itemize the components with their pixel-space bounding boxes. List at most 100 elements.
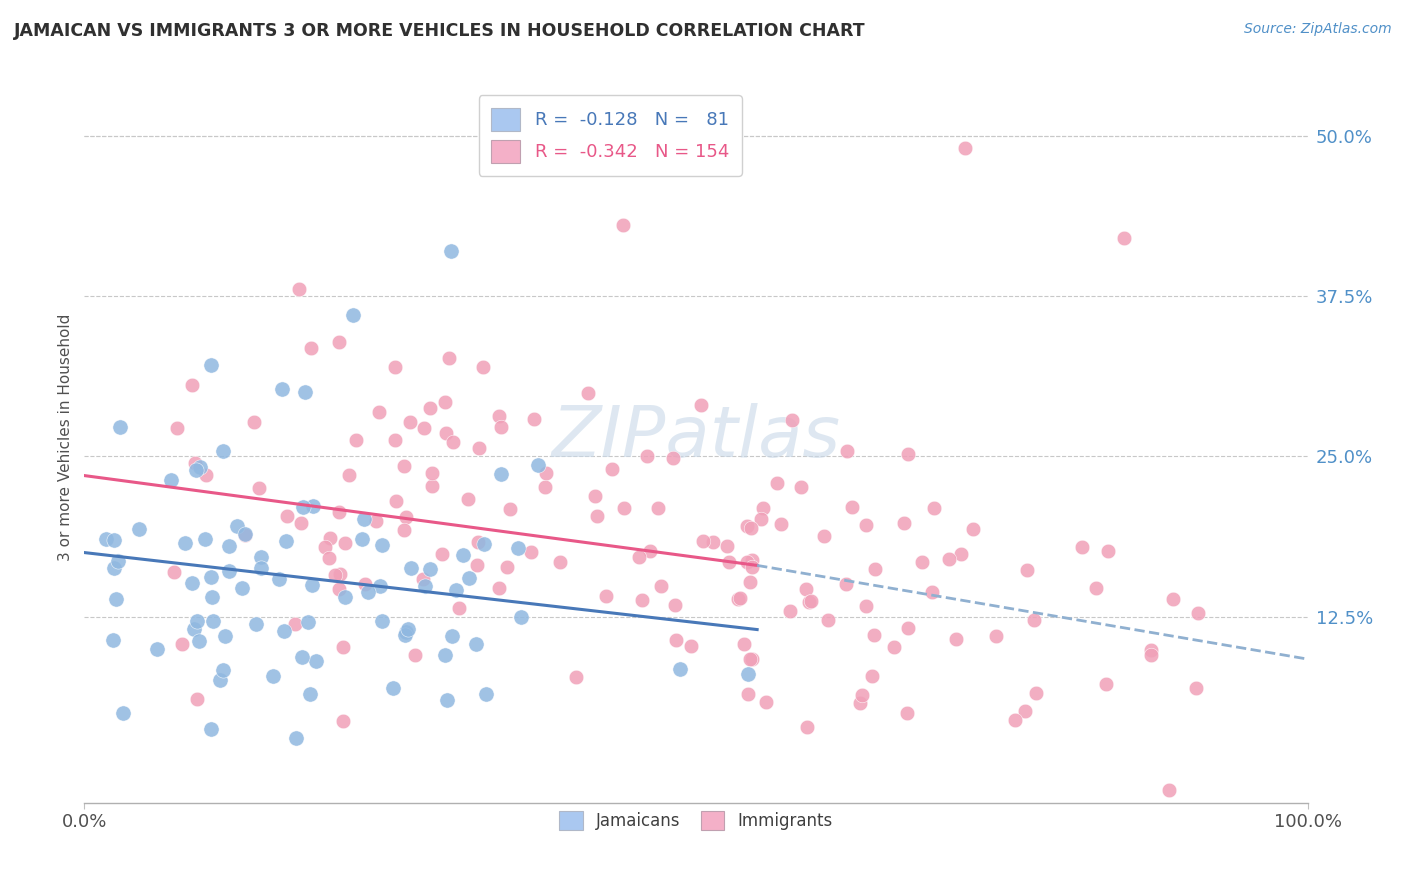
Point <box>472 536 495 550</box>
Point <box>650 578 672 592</box>
Point <box>1157 783 1180 797</box>
Point <box>949 547 972 561</box>
Point <box>896 706 918 720</box>
Point <box>287 282 309 296</box>
Point <box>396 623 419 637</box>
Point <box>692 534 714 549</box>
Point <box>1184 681 1206 695</box>
Point <box>986 629 1008 643</box>
Point <box>523 412 546 426</box>
Point <box>1140 643 1163 657</box>
Point <box>399 415 422 429</box>
Point <box>702 535 724 549</box>
Point <box>727 592 749 607</box>
Point <box>638 544 661 558</box>
Point <box>172 637 194 651</box>
Point <box>314 540 336 554</box>
Point <box>893 516 915 531</box>
Point <box>104 592 127 607</box>
Point <box>357 585 380 599</box>
Point <box>735 518 758 533</box>
Point <box>689 398 711 412</box>
Point <box>662 450 685 465</box>
Point <box>496 560 519 574</box>
Text: JAMAICAN VS IMMIGRANTS 3 OR MORE VEHICLES IN HOUSEHOLD CORRELATION CHART: JAMAICAN VS IMMIGRANTS 3 OR MORE VEHICLE… <box>14 22 866 40</box>
Point <box>328 505 350 519</box>
Y-axis label: 3 or more Vehicles in Household: 3 or more Vehicles in Household <box>58 313 73 561</box>
Point <box>353 577 375 591</box>
Point <box>188 460 211 475</box>
Point <box>467 535 489 549</box>
Point <box>441 629 464 643</box>
Point <box>183 622 205 636</box>
Point <box>883 640 905 655</box>
Point <box>1015 563 1038 577</box>
Point <box>1014 704 1036 718</box>
Point <box>735 555 758 569</box>
Point <box>420 467 443 481</box>
Point <box>201 590 224 604</box>
Point <box>273 624 295 638</box>
Point <box>329 566 352 581</box>
Point <box>212 444 235 458</box>
Point <box>1085 581 1108 595</box>
Point <box>488 581 510 595</box>
Point <box>741 559 763 574</box>
Point <box>509 609 531 624</box>
Point <box>863 562 886 576</box>
Point <box>1022 613 1045 627</box>
Point <box>364 514 387 528</box>
Point <box>111 706 134 721</box>
Point <box>333 590 356 604</box>
Text: Source: ZipAtlas.com: Source: ZipAtlas.com <box>1244 22 1392 37</box>
Point <box>276 509 298 524</box>
Point <box>226 518 249 533</box>
Point <box>412 573 434 587</box>
Point <box>755 695 778 709</box>
Point <box>395 624 418 639</box>
Point <box>475 687 498 701</box>
Point <box>740 652 762 666</box>
Point <box>382 681 405 695</box>
Point <box>163 565 186 579</box>
Point <box>849 696 872 710</box>
Text: ZIPatlas: ZIPatlas <box>551 402 841 472</box>
Point <box>328 335 350 350</box>
Point <box>174 535 197 549</box>
Point <box>855 518 877 533</box>
Point <box>737 667 759 681</box>
Point <box>862 669 884 683</box>
Point <box>233 527 256 541</box>
Point <box>716 539 738 553</box>
Point <box>274 533 297 548</box>
Point <box>835 577 858 591</box>
Point <box>145 642 167 657</box>
Point <box>1070 540 1092 554</box>
Point <box>413 579 436 593</box>
Point <box>464 636 486 650</box>
Point <box>370 537 392 551</box>
Point <box>1187 607 1209 621</box>
Point <box>188 633 211 648</box>
Point <box>451 548 474 562</box>
Point <box>419 562 441 576</box>
Point <box>855 599 877 613</box>
Point <box>332 714 354 728</box>
Point <box>669 662 692 676</box>
Point <box>342 308 364 322</box>
Point <box>399 561 422 575</box>
Point <box>1161 591 1184 606</box>
Point <box>384 359 406 374</box>
Point <box>519 545 541 559</box>
Point <box>392 523 415 537</box>
Point <box>332 640 354 655</box>
Point <box>186 463 208 477</box>
Point <box>665 633 688 648</box>
Point <box>765 475 787 490</box>
Point <box>1025 686 1047 700</box>
Point <box>922 501 945 516</box>
Point <box>769 516 792 531</box>
Point <box>318 551 340 566</box>
Point <box>231 581 253 595</box>
Point <box>491 467 513 482</box>
